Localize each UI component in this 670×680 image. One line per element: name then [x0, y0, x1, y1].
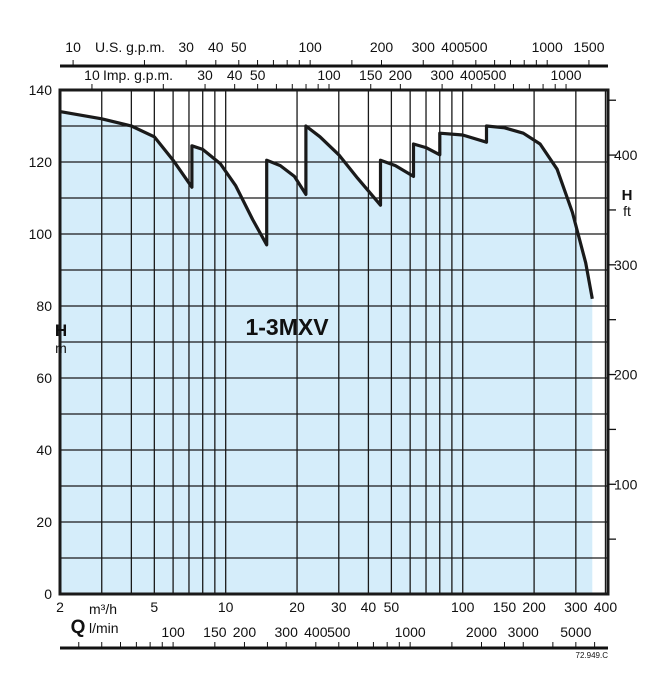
y-left-tick-label: 0 [44, 586, 52, 602]
y-left-tick-label: 60 [36, 370, 52, 386]
y-right-tick-label: 300 [614, 257, 638, 273]
imp-gpm-tick-label: 1000 [550, 67, 581, 83]
top-imp-unit: Imp. g.p.m. [103, 67, 173, 83]
curve-area [60, 111, 593, 594]
us-gpm-tick-label: 100 [298, 39, 322, 55]
us-gpm-tick-label: 300 [412, 39, 436, 55]
imp-gpm-tick-label: 300 [430, 67, 454, 83]
imp-gpm-tick-label: 50 [250, 67, 266, 83]
x-bottom-tick-label: 300 [564, 599, 588, 615]
y-left-unit: m [55, 340, 67, 356]
x-bottom-tick-label: 10 [218, 599, 234, 615]
figure-code: 72.949.C [576, 651, 609, 660]
y-left-label: H [55, 321, 67, 340]
lmin-tick-label: 5000 [560, 624, 591, 640]
x-bottom-tick-label: 20 [289, 599, 305, 615]
us-gpm-tick-label: 50 [231, 39, 247, 55]
imp-gpm-tick-label: 150 [359, 67, 383, 83]
x-bottom-tick-label: 40 [361, 599, 377, 615]
imp-gpm-tick-label: 30 [197, 67, 213, 83]
x-bottom-tick-label: 150 [493, 599, 517, 615]
imp-gpm-tick-label: 500 [483, 67, 507, 83]
lmin-tick-label: 3000 [508, 624, 539, 640]
lmin-tick-label: 200 [233, 624, 257, 640]
us-gpm-tick-label: 200 [370, 39, 394, 55]
y-left-tick-label: 120 [29, 154, 53, 170]
y-left-tick-label: 100 [29, 226, 53, 242]
y-right-tick-label: 400 [614, 147, 638, 163]
us-gpm-tick-label: 40 [208, 39, 224, 55]
y-left-tick-label: 140 [29, 82, 53, 98]
us-gpm-tick-label: 400 [441, 39, 465, 55]
y-left-tick-label: 20 [36, 514, 52, 530]
top-us-unit: U.S. g.p.m. [95, 39, 165, 55]
x-bottom-tick-label: 50 [384, 599, 400, 615]
lmin-tick-label: 100 [161, 624, 185, 640]
us-gpm-tick-label: 1500 [573, 39, 604, 55]
chart-title: 1-3MXV [245, 314, 329, 340]
lmin-tick-label: 300 [275, 624, 299, 640]
gridlines [60, 90, 608, 594]
lmin-tick-label: 150 [203, 624, 227, 640]
us-gpm-tick-label: 500 [464, 39, 488, 55]
imp-gpm-tick-label: 10 [84, 67, 100, 83]
imp-gpm-tick-label: 200 [389, 67, 413, 83]
x-unit-m3h: m³/h [89, 601, 117, 617]
y-right-unit: ft [623, 203, 631, 219]
y-right-tick-label: 100 [614, 476, 638, 492]
x-bottom-tick-label: 5 [150, 599, 158, 615]
lmin-tick-label: 1000 [395, 624, 426, 640]
x-bottom-tick-label: 200 [522, 599, 546, 615]
y-left-tick-label: 80 [36, 298, 52, 314]
us-gpm-tick-label: 1000 [532, 39, 563, 55]
imp-gpm-tick-label: 400 [460, 67, 484, 83]
imp-gpm-tick-label: 100 [317, 67, 341, 83]
y-right-tick-label: 200 [614, 367, 638, 383]
imp-gpm-tick-label: 40 [227, 67, 243, 83]
lmin-tick-label: 400 [304, 624, 328, 640]
x-bottom-tick-label: 100 [451, 599, 475, 615]
x-unit-lmin: l/min [89, 620, 119, 636]
y-right-label: H [622, 187, 633, 204]
x-bottom-tick-label: 2 [56, 599, 64, 615]
x-label-q: Q [71, 617, 86, 638]
lmin-tick-label: 2000 [466, 624, 497, 640]
plot-frame [58, 88, 610, 596]
performance-curve [59, 110, 594, 300]
us-gpm-tick-label: 30 [178, 39, 194, 55]
y-left-tick-label: 40 [36, 442, 52, 458]
us-gpm-tick-label: 10 [65, 39, 81, 55]
x-bottom-tick-label: 400 [594, 599, 618, 615]
lmin-tick-label: 500 [327, 624, 351, 640]
x-bottom-tick-label: 30 [331, 599, 347, 615]
